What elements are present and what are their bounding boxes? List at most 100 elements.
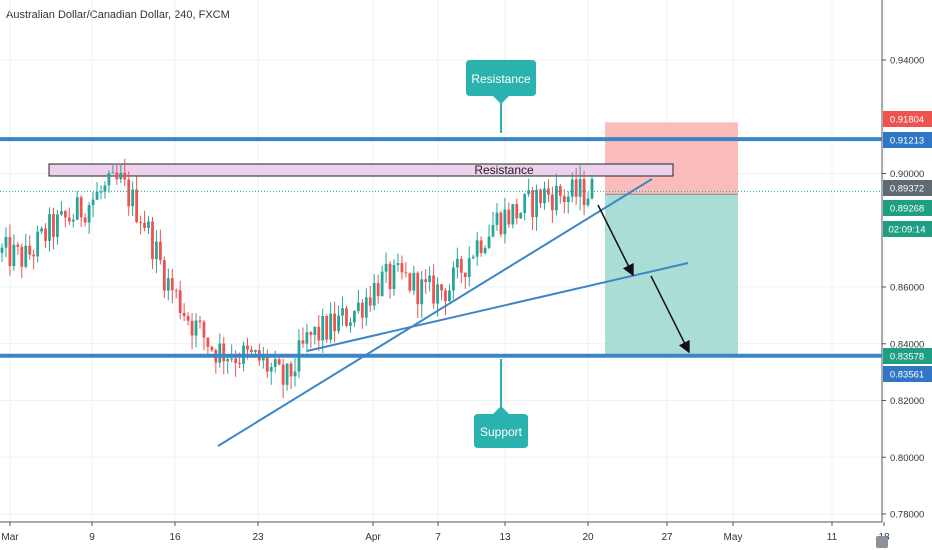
candle-body <box>511 204 515 225</box>
x-tick-label: Mar <box>1 532 19 543</box>
candle-body <box>8 237 12 266</box>
candle-body <box>115 172 119 180</box>
candle-body <box>281 364 285 385</box>
support-callout-label: Support <box>480 425 523 439</box>
candle-body <box>400 263 404 273</box>
price-badge-label: 0.89268 <box>890 204 924 215</box>
candle-body <box>194 320 198 336</box>
candle-body <box>412 272 416 291</box>
price-badge <box>883 111 932 127</box>
candle-body <box>40 228 43 232</box>
candle-body <box>119 172 123 180</box>
price-badge-label: 0.83561 <box>890 370 924 381</box>
candle-body <box>293 371 297 377</box>
y-tick-label: 0.90000 <box>890 169 924 180</box>
candle-body <box>523 194 527 214</box>
candle-body <box>210 346 214 351</box>
x-tick-label: 20 <box>582 532 594 543</box>
candle-body <box>202 321 206 338</box>
candle-body <box>345 308 348 326</box>
candle-body <box>333 313 337 332</box>
chart-title: Australian Dollar/Canadian Dollar, 240, … <box>6 9 230 21</box>
candle-body <box>103 185 107 192</box>
candle-body <box>71 219 75 222</box>
support-callout[interactable] <box>474 406 528 448</box>
candle-body <box>107 173 111 186</box>
candle-body <box>246 345 249 350</box>
candle-body <box>83 217 87 223</box>
candle-body <box>507 209 511 225</box>
candle-body <box>162 260 166 291</box>
candle-body <box>503 209 507 235</box>
candle-body <box>459 258 463 273</box>
candle-body <box>301 340 305 344</box>
price-badge-label: 0.91213 <box>890 136 924 147</box>
candle-body <box>111 172 115 174</box>
candle-body <box>59 211 63 215</box>
candle-body <box>586 198 590 206</box>
candle-body <box>67 217 71 222</box>
candle-body <box>531 190 535 218</box>
candle-body <box>12 244 16 266</box>
candle-body <box>305 332 309 344</box>
arrow-down-1 <box>597 204 634 277</box>
candle-body <box>519 213 523 219</box>
candle-body <box>448 290 451 302</box>
y-tick-label: 0.94000 <box>890 56 924 67</box>
candle-body <box>547 188 550 195</box>
resistance-callout[interactable] <box>466 60 536 104</box>
price-badge-label: 0.91804 <box>890 115 924 126</box>
candle-body <box>170 278 174 291</box>
candle-body <box>24 245 28 267</box>
price-badge-label: 02:09:14 <box>889 225 926 236</box>
candle-body <box>578 179 582 197</box>
y-tick-label: 0.78000 <box>890 510 924 521</box>
candle-body <box>444 290 447 302</box>
candle-body <box>56 214 59 238</box>
candle-body <box>139 222 142 224</box>
x-tick-label: 27 <box>661 532 673 543</box>
candle-body <box>424 279 428 283</box>
candle-body <box>388 263 392 290</box>
resistance-box <box>48 163 674 177</box>
price-badge-label: 0.89372 <box>890 184 924 195</box>
price-badge <box>883 132 932 148</box>
candle-body <box>404 272 408 274</box>
candle-body <box>198 320 202 322</box>
stop-loss-zone <box>605 122 738 195</box>
candle-body <box>190 320 194 336</box>
candle-body <box>32 254 36 257</box>
candle-body <box>428 275 432 283</box>
candle-body <box>543 188 546 204</box>
candle-body <box>479 240 483 254</box>
candle-body <box>91 199 95 206</box>
y-tick-label: 0.86000 <box>890 283 924 294</box>
candle-body <box>380 271 384 297</box>
candle-body <box>436 284 439 304</box>
x-tick-label: 11 <box>827 532 838 543</box>
y-tick-label: 0.82000 <box>890 396 924 407</box>
candle-body <box>285 363 289 385</box>
candle-body <box>376 283 380 297</box>
candle-body <box>554 186 558 211</box>
candle-body <box>582 179 586 206</box>
candle-body <box>467 258 471 278</box>
candle-body <box>273 359 277 367</box>
trend-line-shallow[interactable] <box>306 262 689 352</box>
x-tick-label: 9 <box>89 532 95 543</box>
price-badge <box>883 366 932 382</box>
candle-body <box>174 290 178 292</box>
price-badge-label: 0.83578 <box>890 352 924 363</box>
candle-body <box>570 179 574 197</box>
candle-body <box>265 355 269 372</box>
candle-body <box>99 191 103 193</box>
candle-body <box>75 197 79 220</box>
candle-body <box>79 197 83 218</box>
candle-body <box>353 311 356 323</box>
candle-body <box>455 258 459 268</box>
settings-icon[interactable] <box>876 536 888 548</box>
candle-body <box>250 349 253 353</box>
candle-body <box>475 240 479 257</box>
trend-line-steep[interactable] <box>217 178 653 447</box>
